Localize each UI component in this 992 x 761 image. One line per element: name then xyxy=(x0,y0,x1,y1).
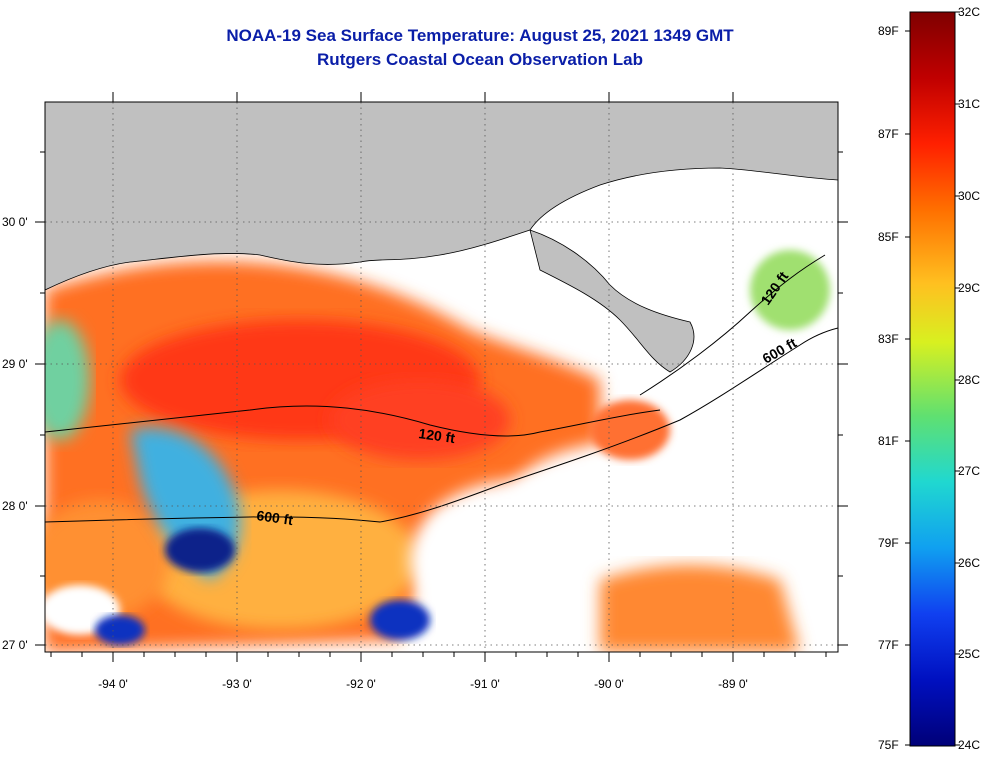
lat-label: 27 0' xyxy=(2,638,28,652)
colorbar-f-label: 81F xyxy=(878,434,899,448)
lon-label: -89 0' xyxy=(718,677,748,691)
colorbar-c-label: 30C xyxy=(958,189,980,203)
lon-label: -93 0' xyxy=(222,677,252,691)
colorbar-ticks xyxy=(905,11,960,746)
title-line-2: Rutgers Coastal Ocean Observation Lab xyxy=(317,50,643,69)
hot-core-region-2 xyxy=(330,380,510,460)
graticule xyxy=(45,102,838,652)
lat-label: 28 0' xyxy=(2,499,28,513)
cloud-patch xyxy=(510,440,770,560)
lon-label: -92 0' xyxy=(346,677,376,691)
lon-label: -94 0' xyxy=(98,677,128,691)
cold-patch-sw xyxy=(95,615,145,645)
colorbar-c-label: 24C xyxy=(958,738,980,752)
axis-ticks xyxy=(35,92,848,662)
colorbar-c-label: 31C xyxy=(958,97,980,111)
colorbar-f-label: 77F xyxy=(878,638,899,652)
colorbar-c-label: 25C xyxy=(958,647,980,661)
colorbar-c-label: 28C xyxy=(958,373,980,387)
colorbar-c-label: 29C xyxy=(958,281,980,295)
cool-edge-west xyxy=(45,320,90,440)
colorbar-f-label: 79F xyxy=(878,536,899,550)
contour-label-600: 600 ft xyxy=(256,507,295,528)
sst-field xyxy=(45,102,838,652)
colorbar-c-label: 32C xyxy=(958,5,980,19)
colorbar-f-label: 83F xyxy=(878,332,899,346)
warm-patch-east xyxy=(590,400,670,460)
contour-120-shelf xyxy=(45,405,661,437)
colorbar-c-label: 26C xyxy=(958,556,980,570)
cold-patch-south xyxy=(370,600,430,640)
lon-label: -91 0' xyxy=(470,677,500,691)
cool-patch-east xyxy=(750,250,830,330)
colorbar-f-label: 85F xyxy=(878,230,899,244)
colorbar-f-label: 75F xyxy=(878,738,899,752)
lat-label: 30 0' xyxy=(2,215,28,229)
colorbar-f-label: 87F xyxy=(878,127,899,141)
cold-core xyxy=(165,528,235,572)
warm-water-southeast xyxy=(600,565,800,652)
colorbar-f-label: 89F xyxy=(878,24,899,38)
contour-label-120-shelf: 120 ft xyxy=(418,425,457,446)
land-coastline xyxy=(45,102,838,291)
lat-label: 29 0' xyxy=(2,357,28,371)
colorbar xyxy=(909,11,956,747)
contour-600 xyxy=(45,327,838,523)
colorbar-c-label: 27C xyxy=(958,464,980,478)
delta-land xyxy=(529,229,695,373)
title-line-1: NOAA-19 Sea Surface Temperature: August … xyxy=(226,26,734,45)
lon-label: -90 0' xyxy=(594,677,624,691)
contour-120-east xyxy=(639,254,826,396)
map-title: NOAA-19 Sea Surface Temperature: August … xyxy=(140,24,820,72)
map-frame xyxy=(44,101,839,653)
